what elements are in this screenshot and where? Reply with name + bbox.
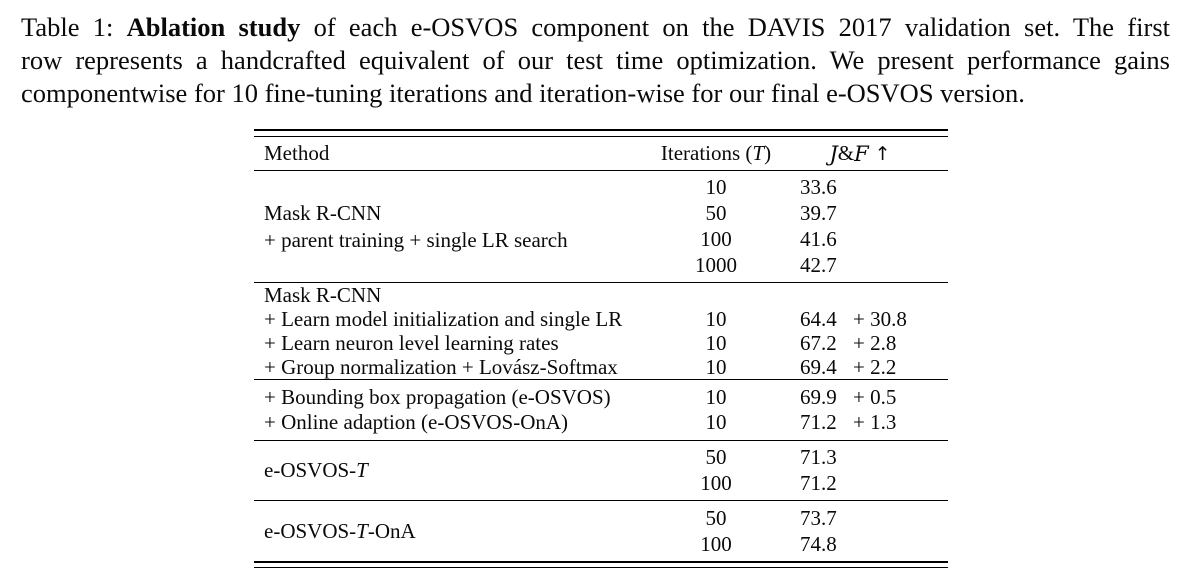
block-handcrafted: Mask R-CNN + parent training + single LR…	[254, 171, 948, 282]
block-components: Mask R-CNN + Learn model initialization …	[254, 283, 948, 379]
iterations-value: 10	[705, 410, 727, 435]
gain-value	[850, 175, 948, 201]
method-cell: + Group normalization + Lovász-Softmax	[264, 354, 618, 379]
iterations-value: 10	[705, 354, 727, 379]
iterations-value: 50	[705, 445, 727, 470]
caption-line-1: Table 1: Ablation study of each e-OSVOS …	[21, 11, 1170, 44]
method-cell: + Learn neuron level learning rates	[264, 330, 559, 355]
gain-value	[850, 445, 948, 471]
block-eosvos-components: + Bounding box propagation (e-OSVOS) 10 …	[254, 380, 948, 440]
caption-line-3: componentwise for 10 fine-tuning iterati…	[21, 78, 1025, 108]
method-line: + parent training + single LR search	[264, 227, 568, 252]
jf-value: 39.7	[800, 201, 837, 226]
method-cell: e-OSVOS-T-OnA	[264, 518, 416, 543]
caption-line-2: row represents a handcrafted equivalent …	[21, 45, 1170, 75]
iterations-value: 100	[700, 470, 732, 495]
jf-value: 69.4	[800, 354, 837, 379]
up-arrow-icon: ↑	[874, 142, 891, 165]
ablation-table: Method Iterations (T) J & F ↑ Mask R-CNN + …	[254, 129, 948, 568]
jf-value: 41.6	[800, 226, 837, 251]
iterations-value	[634, 283, 798, 307]
header-rule	[254, 170, 948, 171]
jf-value	[798, 283, 850, 307]
block-rule	[254, 379, 948, 381]
table-header-row: Method Iterations (T) J & F ↑	[254, 137, 948, 170]
gain-value	[850, 227, 948, 253]
gain-value: + 2.8	[853, 330, 897, 355]
gain-value	[850, 201, 948, 227]
caption-line-1-rest: of each e-OSVOS component on the DAVIS 2…	[300, 12, 1170, 42]
iterations-value: 10	[705, 306, 727, 331]
jf-value: 71.3	[800, 445, 837, 470]
iterations-value: 1000	[695, 252, 737, 277]
iterations-value: 10	[705, 330, 727, 355]
jf-value: 69.9	[800, 384, 837, 409]
gain-value: + 2.2	[853, 354, 897, 379]
jf-value: 67.2	[800, 330, 837, 355]
method-cell: Mask R-CNN	[264, 282, 382, 307]
jf-value: 74.8	[800, 531, 837, 556]
block-eosvos-t: e-OSVOS-T 50 71.3 100 71.2	[254, 441, 948, 501]
header-jf-metric: J & F ↑	[829, 141, 891, 166]
caption-table-label: Table 1:	[21, 12, 127, 42]
header-iterations: Iterations (T)	[660, 141, 772, 165]
iterations-value: 50	[705, 505, 727, 530]
block-rule	[254, 439, 948, 441]
jf-value: 64.4	[800, 306, 837, 331]
method-cell: + Bounding box propagation (e-OSVOS)	[264, 384, 611, 409]
caption-bold-phrase: Ablation study	[126, 12, 301, 42]
iterations-value: 10	[705, 175, 727, 200]
method-line: Mask R-CNN	[264, 200, 382, 225]
gain-value	[850, 531, 948, 557]
method-cell: e-OSVOS-T	[264, 458, 368, 483]
block-rule	[254, 282, 948, 284]
gain-value: + 1.3	[853, 410, 897, 435]
block-rule	[254, 500, 948, 502]
table-caption: Table 1: Ablation study of each e-OSVOS …	[21, 11, 1170, 110]
jf-value: 73.7	[800, 505, 837, 530]
gain-value	[850, 252, 948, 278]
iterations-value: 100	[700, 226, 732, 251]
iterations-value: 50	[705, 201, 727, 226]
table-top-rule	[254, 129, 948, 137]
iterations-value: 10	[705, 384, 727, 409]
jf-value: 33.6	[800, 175, 837, 200]
method-cell: + Online adaption (e-OSVOS-OnA)	[264, 410, 569, 435]
iterations-value: 100	[700, 531, 732, 556]
gain-value	[850, 505, 948, 531]
table-bottom-rule	[254, 560, 948, 568]
jf-value: 42.7	[800, 252, 837, 277]
method-cell: Mask R-CNN + parent training + single LR…	[254, 200, 634, 254]
jf-value: 71.2	[800, 410, 837, 435]
jf-value: 71.2	[800, 470, 837, 495]
gain-value: + 0.5	[853, 384, 897, 409]
gain-value: + 30.8	[853, 306, 907, 331]
gain-value	[850, 471, 948, 497]
method-cell: + Learn model initialization and single …	[264, 306, 623, 331]
gain-value	[850, 283, 948, 307]
block-eosvos-t-ona: e-OSVOS-T-OnA 50 73.7 100 74.8	[254, 501, 948, 561]
header-method: Method	[264, 141, 330, 165]
